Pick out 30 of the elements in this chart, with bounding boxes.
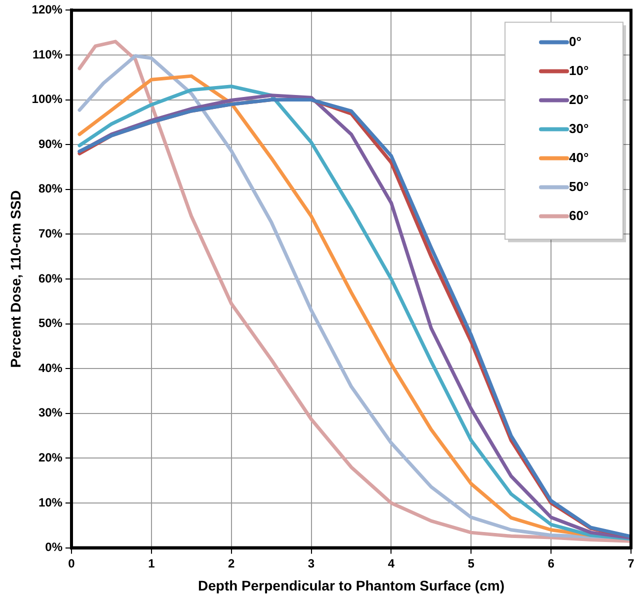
y-tick-label: 30% [38, 406, 63, 420]
y-tick-label: 80% [38, 182, 63, 196]
y-tick-label: 110% [32, 47, 63, 62]
y-tick-label: 60% [38, 271, 63, 286]
x-tick-label: 6 [548, 556, 555, 570]
legend-label: 60° [569, 208, 589, 223]
legend-label: 10° [569, 62, 589, 78]
legend-label: 0° [569, 34, 582, 49]
y-tick-label: 20% [38, 450, 63, 465]
y-axis-title: Percent Dose, 110-cm SSD [7, 190, 24, 368]
x-tick-label: 7 [628, 556, 635, 570]
x-tick-label: 0 [68, 556, 76, 570]
x-tick-label: 4 [388, 556, 395, 570]
x-tick-label: 1 [148, 556, 156, 570]
y-tick-label: 40% [38, 360, 63, 375]
x-tick-label: 3 [308, 556, 315, 570]
y-tick-label: 120% [32, 2, 63, 17]
legend-label: 20° [569, 92, 589, 107]
y-tick-label: 100% [32, 92, 63, 106]
y-tick-label: 0% [45, 540, 63, 554]
y-tick-label: 70% [38, 226, 63, 241]
y-tick-label: 90% [38, 136, 63, 151]
legend-label: 30° [569, 120, 589, 136]
x-tick-label: 2 [228, 556, 236, 570]
legend-label: 40° [569, 150, 589, 165]
legend-label: 50° [569, 178, 589, 194]
x-axis-title: Depth Perpendicular to Phantom Surface (cm) [198, 577, 504, 594]
y-tick-label: 10% [38, 495, 63, 510]
y-tick-label: 50% [38, 316, 63, 330]
x-tick-label: 5 [468, 556, 475, 570]
